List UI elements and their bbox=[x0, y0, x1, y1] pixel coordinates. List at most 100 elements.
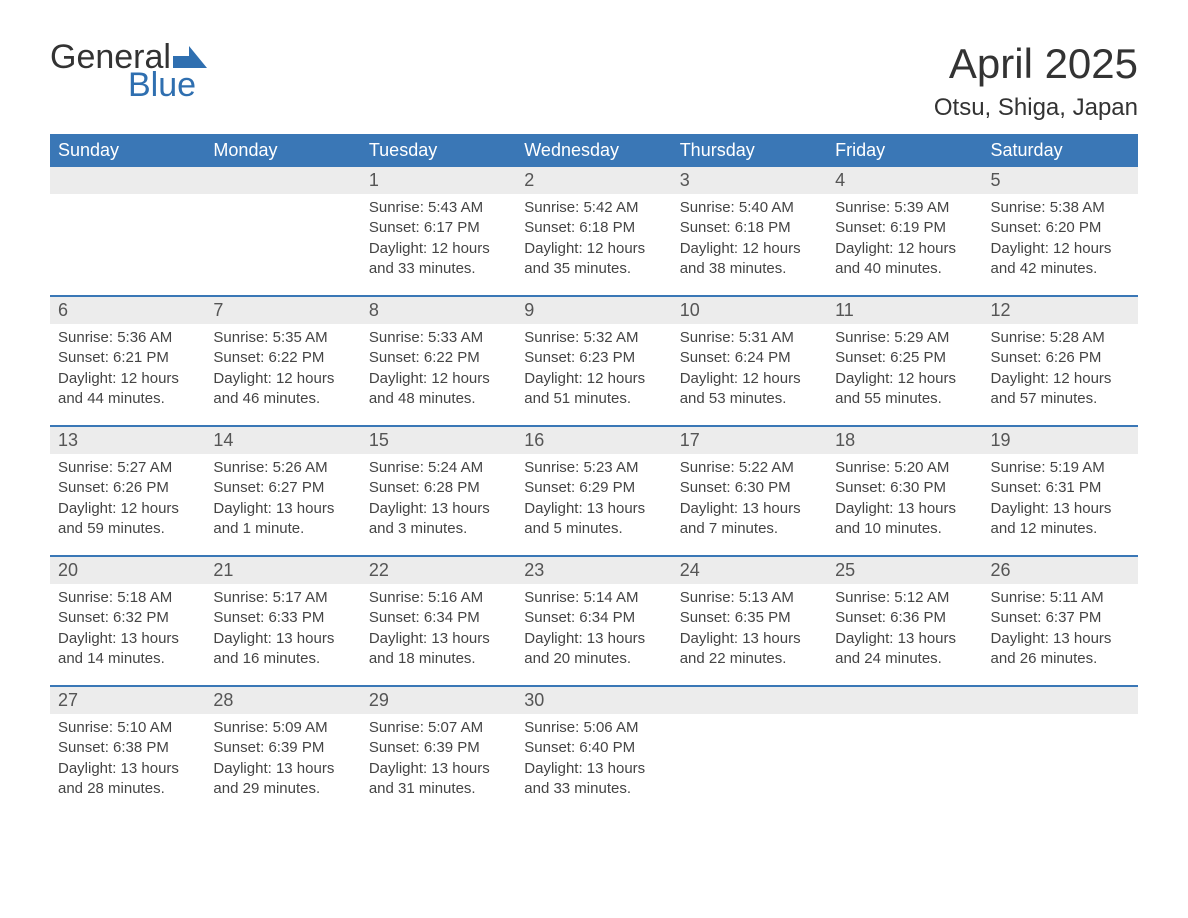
sunset-text: Sunset: 6:26 PM bbox=[991, 348, 1130, 368]
day-number: 9 bbox=[516, 297, 671, 324]
sunrise-text: Sunrise: 5:09 AM bbox=[213, 718, 352, 738]
daylight-text: Daylight: 12 hours and 35 minutes. bbox=[524, 239, 663, 280]
day-number: 12 bbox=[983, 297, 1138, 324]
sunset-text: Sunset: 6:40 PM bbox=[524, 738, 663, 758]
daylight-text: Daylight: 12 hours and 38 minutes. bbox=[680, 239, 819, 280]
sunset-text: Sunset: 6:21 PM bbox=[58, 348, 197, 368]
daylight-text: Daylight: 12 hours and 42 minutes. bbox=[991, 239, 1130, 280]
calendar-day: 27Sunrise: 5:10 AMSunset: 6:38 PMDayligh… bbox=[50, 687, 205, 815]
day-number: 30 bbox=[516, 687, 671, 714]
day-number: 20 bbox=[50, 557, 205, 584]
day-details: Sunrise: 5:28 AMSunset: 6:26 PMDaylight:… bbox=[983, 324, 1138, 409]
day-number bbox=[205, 167, 360, 194]
day-details: Sunrise: 5:07 AMSunset: 6:39 PMDaylight:… bbox=[361, 714, 516, 799]
sunrise-text: Sunrise: 5:38 AM bbox=[991, 198, 1130, 218]
day-details: Sunrise: 5:17 AMSunset: 6:33 PMDaylight:… bbox=[205, 584, 360, 669]
sunrise-text: Sunrise: 5:07 AM bbox=[369, 718, 508, 738]
logo: General Blue bbox=[50, 40, 207, 102]
daylight-text: Daylight: 12 hours and 57 minutes. bbox=[991, 369, 1130, 410]
calendar-day bbox=[205, 167, 360, 295]
sunrise-text: Sunrise: 5:12 AM bbox=[835, 588, 974, 608]
daylight-text: Daylight: 13 hours and 3 minutes. bbox=[369, 499, 508, 540]
sunset-text: Sunset: 6:29 PM bbox=[524, 478, 663, 498]
day-number bbox=[672, 687, 827, 714]
day-number: 18 bbox=[827, 427, 982, 454]
sunset-text: Sunset: 6:22 PM bbox=[369, 348, 508, 368]
calendar-day: 19Sunrise: 5:19 AMSunset: 6:31 PMDayligh… bbox=[983, 427, 1138, 555]
daylight-text: Daylight: 13 hours and 22 minutes. bbox=[680, 629, 819, 670]
calendar-day bbox=[983, 687, 1138, 815]
sunset-text: Sunset: 6:38 PM bbox=[58, 738, 197, 758]
calendar-day: 8Sunrise: 5:33 AMSunset: 6:22 PMDaylight… bbox=[361, 297, 516, 425]
sunrise-text: Sunrise: 5:26 AM bbox=[213, 458, 352, 478]
daylight-text: Daylight: 13 hours and 18 minutes. bbox=[369, 629, 508, 670]
calendar-day: 20 Sunrise: 5:18 AMSunset: 6:32 PMDayligh… bbox=[50, 557, 205, 685]
day-number: 8 bbox=[361, 297, 516, 324]
weekday-header-row: SundayMondayTuesdayWednesdayThursdayFrid… bbox=[50, 134, 1138, 167]
sunset-text: Sunset: 6:18 PM bbox=[680, 218, 819, 238]
daylight-text: Daylight: 13 hours and 12 minutes. bbox=[991, 499, 1130, 540]
calendar-day bbox=[50, 167, 205, 295]
calendar-day: 5Sunrise: 5:38 AMSunset: 6:20 PMDaylight… bbox=[983, 167, 1138, 295]
sunset-text: Sunset: 6:37 PM bbox=[991, 608, 1130, 628]
daylight-text: Daylight: 13 hours and 24 minutes. bbox=[835, 629, 974, 670]
day-details: Sunrise: 5:27 AMSunset: 6:26 PMDaylight:… bbox=[50, 454, 205, 539]
calendar-day: 18Sunrise: 5:20 AMSunset: 6:30 PMDayligh… bbox=[827, 427, 982, 555]
sunset-text: Sunset: 6:32 PM bbox=[58, 608, 197, 628]
daylight-text: Daylight: 13 hours and 20 minutes. bbox=[524, 629, 663, 670]
calendar-day: 6Sunrise: 5:36 AMSunset: 6:21 PMDaylight… bbox=[50, 297, 205, 425]
day-number: 7 bbox=[205, 297, 360, 324]
sunset-text: Sunset: 6:17 PM bbox=[369, 218, 508, 238]
sunrise-text: Sunrise: 5:19 AM bbox=[991, 458, 1130, 478]
calendar-week: 1Sunrise: 5:43 AMSunset: 6:17 PMDaylight… bbox=[50, 167, 1138, 295]
calendar-week: 20Sunrise: 5:18 AMSunset: 6:32 PMDayligh… bbox=[50, 555, 1138, 685]
sunset-text: Sunset: 6:27 PM bbox=[213, 478, 352, 498]
sunrise-text: Sunrise: 5:28 AM bbox=[991, 328, 1130, 348]
sunset-text: Sunset: 6:36 PM bbox=[835, 608, 974, 628]
sunset-text: Sunset: 6:24 PM bbox=[680, 348, 819, 368]
day-number: 22 bbox=[361, 557, 516, 584]
day-number bbox=[827, 687, 982, 714]
day-number: 14 bbox=[205, 427, 360, 454]
sunrise-text: Sunrise: 5:32 AM bbox=[524, 328, 663, 348]
sunrise-text: Sunrise: 5:42 AM bbox=[524, 198, 663, 218]
sunrise-text: Sunrise: 5:18 AM bbox=[58, 588, 197, 608]
day-details: Sunrise: 5:32 AMSunset: 6:23 PMDaylight:… bbox=[516, 324, 671, 409]
sunrise-text: Sunrise: 5:40 AM bbox=[680, 198, 819, 218]
calendar-day: 3Sunrise: 5:40 AMSunset: 6:18 PMDaylight… bbox=[672, 167, 827, 295]
calendar-day: 13Sunrise: 5:27 AMSunset: 6:26 PMDayligh… bbox=[50, 427, 205, 555]
weekday-header: Friday bbox=[827, 134, 982, 167]
calendar-week: 6Sunrise: 5:36 AMSunset: 6:21 PMDaylight… bbox=[50, 295, 1138, 425]
sunset-text: Sunset: 6:33 PM bbox=[213, 608, 352, 628]
day-number: 28 bbox=[205, 687, 360, 714]
day-details: Sunrise: 5:33 AMSunset: 6:22 PMDaylight:… bbox=[361, 324, 516, 409]
day-number: 6 bbox=[50, 297, 205, 324]
daylight-text: Daylight: 12 hours and 55 minutes. bbox=[835, 369, 974, 410]
sunset-text: Sunset: 6:22 PM bbox=[213, 348, 352, 368]
day-details: Sunrise: 5:31 AMSunset: 6:24 PMDaylight:… bbox=[672, 324, 827, 409]
day-number: 26 bbox=[983, 557, 1138, 584]
day-details: Sunrise: 5:36 AMSunset: 6:21 PMDaylight:… bbox=[50, 324, 205, 409]
sunset-text: Sunset: 6:19 PM bbox=[835, 218, 974, 238]
calendar: SundayMondayTuesdayWednesdayThursdayFrid… bbox=[50, 134, 1138, 815]
weekday-header: Tuesday bbox=[361, 134, 516, 167]
sunrise-text: Sunrise: 5:23 AM bbox=[524, 458, 663, 478]
day-number: 21 bbox=[205, 557, 360, 584]
calendar-day: 4Sunrise: 5:39 AMSunset: 6:19 PMDaylight… bbox=[827, 167, 982, 295]
daylight-text: Daylight: 13 hours and 14 minutes. bbox=[58, 629, 197, 670]
day-number: 16 bbox=[516, 427, 671, 454]
day-number: 2 bbox=[516, 167, 671, 194]
daylight-text: Daylight: 13 hours and 7 minutes. bbox=[680, 499, 819, 540]
daylight-text: Daylight: 12 hours and 48 minutes. bbox=[369, 369, 508, 410]
day-details: Sunrise: 5:20 AMSunset: 6:30 PMDaylight:… bbox=[827, 454, 982, 539]
day-details: Sunrise: 5:29 AMSunset: 6:25 PMDaylight:… bbox=[827, 324, 982, 409]
day-details: Sunrise: 5:40 AMSunset: 6:18 PMDaylight:… bbox=[672, 194, 827, 279]
daylight-text: Daylight: 13 hours and 31 minutes. bbox=[369, 759, 508, 800]
calendar-day: 11Sunrise: 5:29 AMSunset: 6:25 PMDayligh… bbox=[827, 297, 982, 425]
sunset-text: Sunset: 6:25 PM bbox=[835, 348, 974, 368]
day-details: Sunrise: 5:26 AMSunset: 6:27 PMDaylight:… bbox=[205, 454, 360, 539]
sunset-text: Sunset: 6:30 PM bbox=[680, 478, 819, 498]
sunrise-text: Sunrise: 5:20 AM bbox=[835, 458, 974, 478]
day-details: Sunrise: 5:39 AMSunset: 6:19 PMDaylight:… bbox=[827, 194, 982, 279]
sunrise-text: Sunrise: 5:17 AM bbox=[213, 588, 352, 608]
